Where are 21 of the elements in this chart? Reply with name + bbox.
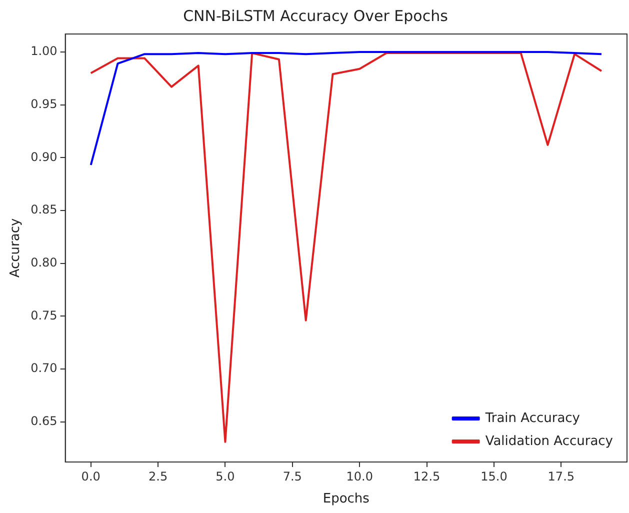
x-tick-label: 5.0 bbox=[216, 469, 235, 484]
x-axis-title: Epochs bbox=[322, 492, 370, 507]
legend-label: Train Accuracy bbox=[484, 410, 580, 426]
x-tick-label: 2.5 bbox=[148, 469, 168, 484]
x-tick-label: 0.0 bbox=[81, 469, 100, 484]
y-axis-title: Accuracy bbox=[8, 218, 24, 278]
y-tick-label: 1.00 bbox=[30, 44, 58, 58]
chart-title: CNN-BiLSTM Accuracy Over Epochs bbox=[183, 6, 448, 25]
y-tick-label: 0.80 bbox=[30, 255, 58, 270]
legend-label: Validation Accuracy bbox=[485, 434, 614, 449]
y-tick-label: 0.75 bbox=[30, 308, 58, 322]
x-tick-label: 15.0 bbox=[480, 469, 508, 484]
y-tick-label: 0.95 bbox=[30, 96, 58, 111]
x-tick-label: 17.5 bbox=[548, 469, 575, 484]
y-tick-label: 0.65 bbox=[30, 414, 58, 428]
x-tick-label: 12.5 bbox=[413, 469, 440, 484]
y-tick-label: 0.85 bbox=[30, 202, 58, 217]
y-tick-label: 0.70 bbox=[30, 361, 58, 376]
x-tick-label: 10.0 bbox=[346, 469, 373, 484]
y-tick-label: 0.90 bbox=[30, 150, 58, 164]
x-tick-label: 7.5 bbox=[282, 469, 302, 484]
